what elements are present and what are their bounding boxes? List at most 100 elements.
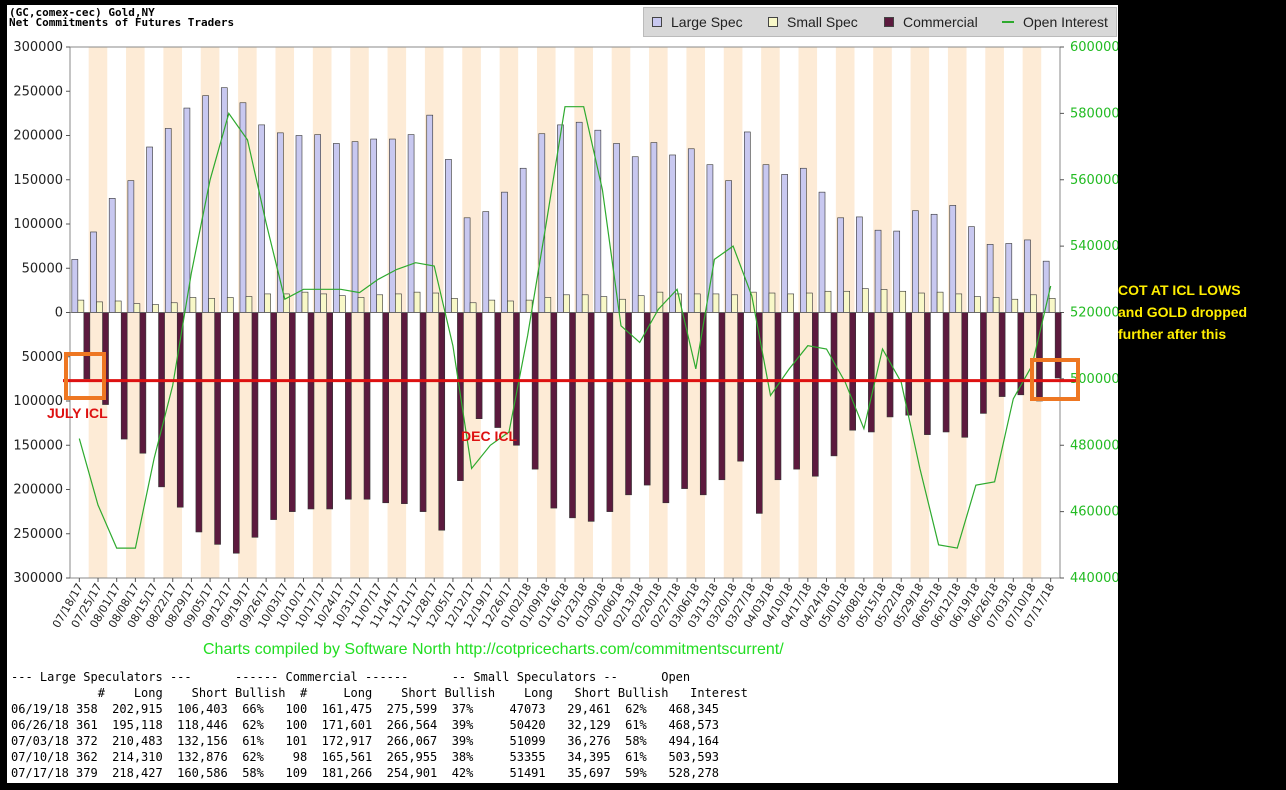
- chart-header-line2: Net Commitments of Futures Traders: [9, 16, 235, 29]
- commercial-bar: [139, 312, 147, 454]
- small-spec-bar: [376, 294, 384, 313]
- legend: Large Spec Small Spec Commercial Open In…: [643, 7, 1117, 37]
- legend-label-open-interest: Open Interest: [1023, 14, 1108, 30]
- credit-line: Charts compiled by Software North http:/…: [203, 641, 784, 658]
- y-axis-tick-label: 100000: [13, 217, 63, 232]
- open-interest-line: [78, 106, 1052, 549]
- commercial-bar: [83, 312, 91, 380]
- commercial-bar: [289, 312, 296, 512]
- chart-panel: 300000 250000 200000 150000 100000 50000 0 5000…: [7, 5, 1118, 783]
- table-row: 07/10/18 362 214,310 132,876 62% 98 165,…: [11, 750, 720, 764]
- y-axis-tick-label: 250000: [13, 527, 63, 542]
- large-spec-bar: [463, 217, 471, 313]
- commercial-bar: [681, 312, 688, 489]
- cot-data-table: --- Large Speculators --- ------ Commerc…: [11, 669, 748, 781]
- large-spec-bar: [930, 213, 938, 313]
- small-spec-bar: [862, 288, 869, 313]
- current-icl-box: [1030, 358, 1080, 401]
- small-spec-bar: [824, 290, 832, 313]
- small-spec-bar: [843, 290, 850, 313]
- commercial-bar: [625, 312, 632, 496]
- table-row: 07/17/18 379 218,427 160,586 58% 109 181…: [11, 766, 720, 780]
- small-spec-bar: [992, 297, 1000, 313]
- small-spec-bar: [693, 293, 701, 313]
- commercial-bar: [494, 312, 502, 428]
- legend-item-open-interest: Open Interest: [1002, 14, 1108, 30]
- open-interest-line-icon: [1002, 21, 1014, 23]
- commercial-bar: [120, 312, 128, 440]
- commercial-bar: [924, 312, 931, 435]
- large-spec-bar: [71, 259, 79, 313]
- dec-icl-label: DEC ICL: [461, 428, 517, 444]
- large-spec-bar: [856, 216, 863, 313]
- small-spec-bar: [170, 302, 178, 313]
- legend-item-large-spec: Large Spec: [652, 14, 743, 30]
- y-axis-tick-label: 150000: [13, 173, 63, 188]
- small-spec-bar: [918, 292, 925, 313]
- large-spec-bar: [108, 198, 116, 313]
- y2-axis-tick-label: 600000: [1070, 40, 1118, 55]
- small-spec-bar: [413, 291, 421, 313]
- large-spec-bar: [277, 132, 284, 313]
- y-axis-tick-label: 200000: [13, 483, 63, 498]
- chart-header-line1: (GC,comex-cec) Gold,NY: [9, 6, 155, 19]
- small-spec-bar: [189, 297, 197, 313]
- small-spec-bar: [320, 293, 327, 313]
- large-spec-bar: [912, 210, 919, 313]
- large-spec-bar: [314, 134, 321, 313]
- y2-axis-tick-label: 540000: [1070, 239, 1118, 254]
- small-spec-bar: [619, 298, 626, 313]
- large-spec-bar: [389, 138, 396, 313]
- small-spec-bar: [880, 289, 888, 313]
- large-spec-bar: [669, 154, 676, 313]
- small-spec-bar: [152, 304, 159, 313]
- y-axis-tick-label: 300000: [13, 571, 63, 586]
- small-spec-bar: [768, 292, 776, 313]
- large-spec-bar: [557, 124, 564, 313]
- small-spec-bar: [600, 296, 608, 313]
- commercial-bar: [569, 312, 576, 519]
- commercial-bar: [587, 312, 595, 522]
- y-axis-tick-label: 0: [55, 306, 63, 321]
- small-spec-bar: [1048, 298, 1056, 313]
- small-spec-bar: [731, 294, 738, 313]
- table-row: 06/26/18 361 195,118 118,446 62% 100 171…: [11, 718, 720, 732]
- small-spec-bar: [544, 297, 552, 313]
- large-spec-bar: [800, 167, 807, 313]
- commercial-bar: [849, 312, 856, 431]
- commercial-bar: [513, 312, 520, 446]
- large-spec-bar: [631, 156, 639, 313]
- commercial-bar: [307, 312, 315, 510]
- large-spec-bar: [893, 230, 901, 313]
- july-icl-box: [64, 352, 106, 400]
- large-spec-bar: [426, 114, 434, 313]
- large-spec-bar: [445, 159, 452, 313]
- commercial-bar: [942, 312, 950, 433]
- legend-item-small-spec: Small Spec: [768, 14, 858, 30]
- large-spec-bar: [762, 164, 770, 313]
- small-spec-bar: [712, 293, 720, 313]
- small-spec-bar: [469, 302, 477, 313]
- small-spec-bar: [245, 296, 253, 313]
- commercial-bar: [830, 312, 838, 457]
- small-spec-bar: [955, 293, 963, 313]
- y2-axis-tick-label: 460000: [1070, 505, 1118, 520]
- small-spec-bar: [133, 303, 141, 313]
- large-spec-bar: [370, 138, 378, 313]
- legend-label-large-spec: Large Spec: [671, 14, 743, 30]
- small-spec-bar: [563, 294, 570, 313]
- commercial-bar: [270, 312, 277, 520]
- y2-axis-tick-label: 440000: [1070, 571, 1118, 586]
- commercial-bar: [438, 312, 446, 531]
- commercial-bar: [550, 312, 558, 509]
- large-spec-bar: [1024, 239, 1031, 313]
- table-column-header: # Long Short Bullish # Long Short Bullis…: [11, 686, 748, 700]
- table-row: 07/03/18 372 210,483 132,156 61% 101 172…: [11, 734, 720, 748]
- large-spec-swatch-icon: [652, 17, 662, 27]
- commercial-bar: [195, 312, 203, 533]
- commercial-bar: [1054, 312, 1062, 379]
- large-spec-bar: [706, 164, 714, 313]
- small-spec-bar: [974, 296, 981, 313]
- large-spec-bar: [333, 143, 340, 313]
